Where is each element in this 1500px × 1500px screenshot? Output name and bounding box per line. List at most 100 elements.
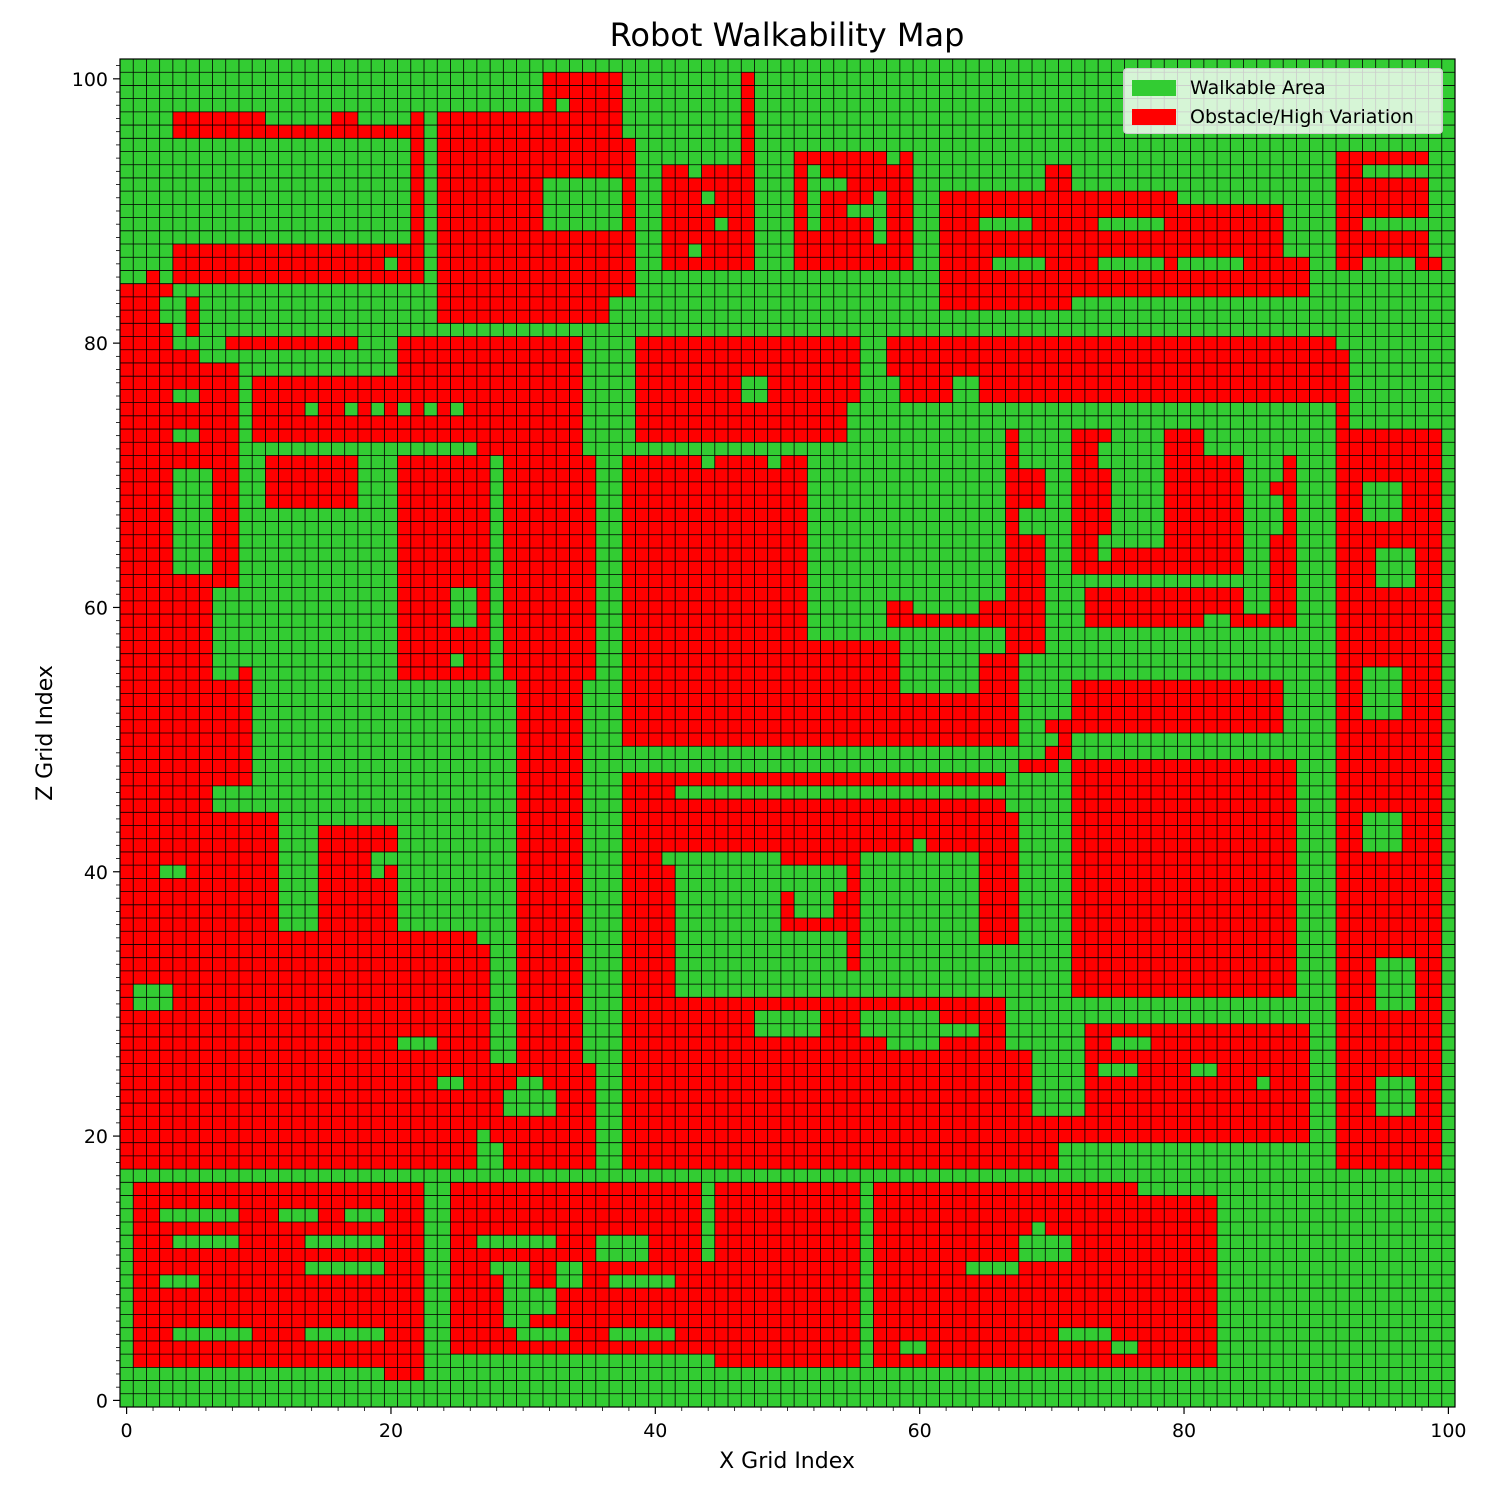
obstacle-cell [1045,1261,1059,1275]
obstacle-cell [146,1354,160,1368]
obstacle-cell [172,1340,187,1355]
obstacle-cell [133,891,147,905]
obstacle-cell [1203,931,1218,945]
obstacle-cell [794,1288,808,1302]
obstacle-cell [1217,1103,1231,1117]
obstacle-cell [225,878,239,892]
walkable-cell [1283,1354,1297,1368]
walkable-cell [1111,997,1125,1011]
obstacle-cell [609,1288,623,1302]
obstacle-cell [1124,865,1138,879]
obstacle-cell [926,1182,940,1196]
walkable-cell [1269,1380,1284,1394]
walkable-cell [542,1288,557,1302]
walkable-cell [1309,970,1323,985]
walkable-cell [1217,1274,1231,1289]
walkable-cell [1441,918,1455,932]
walkable-cell [1428,1380,1442,1394]
walkable-cell [1018,957,1033,971]
walkable-cell [1256,1393,1270,1407]
obstacle-cell [1336,970,1350,985]
walkable-cell [595,891,610,905]
obstacle-cell [556,746,570,760]
walkable-cell [357,785,372,800]
obstacle-cell [542,865,557,879]
walkable-cell [490,1010,504,1024]
obstacle-cell [238,1208,253,1222]
obstacle-cell [1362,1050,1376,1064]
walkable-cell [1124,1142,1138,1156]
obstacle-cell [238,1195,253,1209]
obstacle-cell [569,785,583,800]
obstacle-cell [516,1129,530,1143]
walkable-cell [1045,1367,1059,1381]
obstacle-cell [186,1142,200,1156]
obstacle-cell [542,772,557,786]
walkable-cell [1322,1036,1337,1051]
walkable-cell [305,812,319,826]
obstacle-cell [1071,944,1085,958]
obstacle-cell [1349,984,1363,998]
obstacle-cell [1124,838,1138,852]
walkable-cell [120,1221,134,1236]
obstacle-cell [1402,1050,1416,1064]
walkable-cell [714,904,729,919]
walkable-cell [1375,812,1389,826]
obstacle-cell [476,1116,491,1130]
obstacle-cell [556,1182,570,1196]
obstacle-cell [1045,1288,1059,1302]
obstacle-cell [728,1340,742,1355]
obstacle-cell [1415,970,1429,985]
obstacle-cell [503,1221,517,1236]
walkable-cell [357,1367,372,1381]
obstacle-cell [1018,1354,1033,1368]
obstacle-cell [1098,1050,1112,1064]
obstacle-cell [133,1010,147,1024]
walkable-cell [1177,1010,1191,1024]
obstacle-cell [622,785,636,800]
obstacle-cell [635,1036,649,1051]
obstacle-cell [1243,1116,1257,1130]
obstacle-cell [1164,957,1178,971]
obstacle-cell [622,957,636,971]
chart-title: Robot Walkability Map [610,16,965,54]
obstacle-cell [542,1221,557,1236]
obstacle-cell [1071,1274,1085,1289]
obstacle-cell [1045,1274,1059,1289]
walkable-cell [1045,1076,1059,1090]
obstacle-cell [397,997,411,1011]
obstacle-cell [1098,1076,1112,1090]
obstacle-cell [1137,1023,1151,1037]
walkable-cell [609,1050,623,1064]
walkable-cell [1322,1248,1337,1262]
obstacle-cell [225,1221,239,1236]
obstacle-cell [979,1354,993,1368]
walkable-cell [913,891,927,905]
walkable-cell [1045,799,1059,813]
obstacle-cell [146,1155,160,1170]
walkable-cell [609,825,623,839]
obstacle-cell [1045,1354,1059,1368]
obstacle-cell [714,1274,729,1289]
obstacle-cell [688,1010,702,1024]
obstacle-cell [1124,1023,1138,1037]
walkable-cell [833,1393,847,1407]
obstacle-cell [728,1142,742,1156]
walkable-cell [291,799,306,813]
obstacle-cell [1269,904,1284,919]
obstacle-cell [1428,931,1442,945]
obstacle-cell [278,1050,292,1064]
obstacle-cell [846,851,861,866]
obstacle-cell [952,1063,966,1077]
obstacle-cell [450,970,464,985]
walkable-cell [780,865,795,879]
obstacle-cell [357,904,372,919]
obstacle-cell [199,1076,213,1090]
obstacle-cell [899,1314,914,1328]
walkable-cell [1045,812,1059,826]
walkable-cell [965,1367,980,1381]
obstacle-cell [1150,1089,1165,1104]
obstacle-cell [714,1103,729,1117]
walkable-cell [556,1169,570,1183]
obstacle-cell [331,825,345,839]
